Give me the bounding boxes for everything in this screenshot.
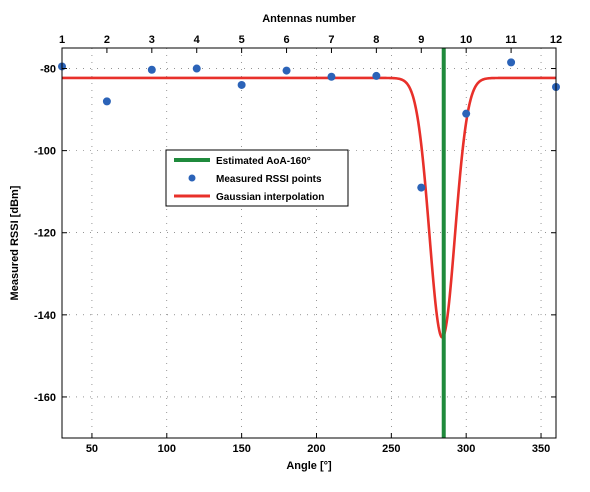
legend-label-0: Estimated AoA-160° — [216, 156, 311, 167]
series-layer — [58, 48, 560, 438]
x-axis-title: Angle [°] — [286, 460, 332, 472]
x-tick-label-1: 100 — [158, 443, 176, 455]
measured-point-4 — [192, 64, 201, 73]
measured-point-11 — [507, 58, 516, 67]
top-tick-label-8: 9 — [418, 34, 424, 46]
measured-point-3 — [147, 65, 156, 74]
top-tick-label-6: 7 — [328, 34, 334, 46]
measured-point-5 — [237, 80, 246, 89]
measured-point-7 — [327, 72, 336, 81]
x-tick-label-6: 350 — [532, 443, 550, 455]
y-tick-label-1: -100 — [34, 146, 56, 158]
legend: Estimated AoA-160° Measured RSSI points Ga… — [165, 149, 349, 207]
top-tick-label-10: 11 — [505, 34, 517, 46]
y-tick-label-4: -160 — [34, 392, 56, 404]
measured-point-8 — [372, 71, 381, 80]
measured-point-6 — [282, 66, 291, 75]
y-tick-label-3: -140 — [34, 310, 56, 322]
measured-point-9 — [417, 183, 426, 192]
x-tick-label-2: 150 — [232, 443, 250, 455]
top-tick-label-2: 3 — [149, 34, 155, 46]
y-tick-label-2: -120 — [34, 228, 56, 240]
y-tick-label-0: -80 — [40, 64, 56, 76]
top-tick-label-4: 5 — [239, 34, 245, 46]
top-tick-label-1: 2 — [104, 34, 110, 46]
top-tick-label-5: 6 — [283, 34, 289, 46]
x-tick-label-3: 200 — [307, 443, 325, 455]
x-tick-label-4: 250 — [382, 443, 400, 455]
measured-point-2 — [102, 97, 111, 106]
top-tick-label-7: 8 — [373, 34, 379, 46]
legend-label-2: Gaussian interpolation — [216, 192, 324, 203]
top-tick-label-9: 10 — [460, 34, 472, 46]
top-tick-label-3: 4 — [194, 34, 201, 46]
legend-swatch-1 — [188, 174, 196, 182]
x-tick-label-0: 50 — [86, 443, 98, 455]
gaussian-interpolation-line — [61, 76, 557, 339]
y-axis-title: Measured RSSI [dBm] — [9, 185, 21, 300]
top-axis-title: Antennas number — [262, 13, 356, 25]
x-tick-label-5: 300 — [457, 443, 475, 455]
top-tick-label-11: 12 — [550, 34, 562, 46]
legend-label-1: Measured RSSI points — [216, 174, 322, 185]
top-tick-label-0: 1 — [59, 34, 65, 46]
measured-point-10 — [462, 109, 471, 118]
plot-frame — [61, 47, 557, 439]
